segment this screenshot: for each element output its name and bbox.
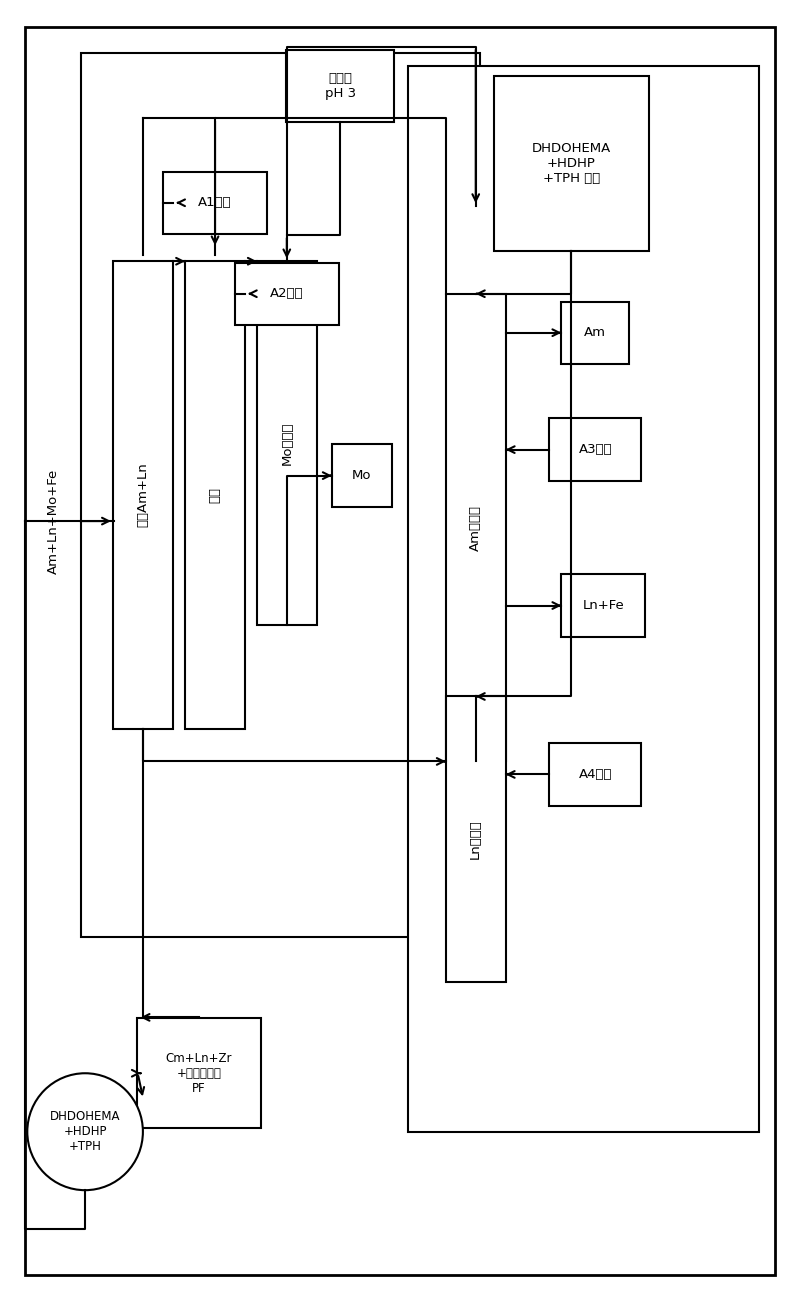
Text: A4水相: A4水相: [578, 768, 612, 781]
FancyBboxPatch shape: [286, 49, 394, 121]
FancyBboxPatch shape: [235, 263, 338, 326]
Text: DHDOHEMA
+HDHP
+TPH 纼化: DHDOHEMA +HDHP +TPH 纼化: [532, 142, 611, 185]
Text: Am: Am: [584, 327, 606, 340]
FancyBboxPatch shape: [562, 574, 645, 637]
FancyBboxPatch shape: [446, 294, 506, 762]
FancyBboxPatch shape: [114, 262, 173, 729]
Text: 洗涤: 洗涤: [209, 487, 222, 503]
FancyBboxPatch shape: [494, 76, 649, 251]
Text: 柠檬酸
pH 3: 柠檬酸 pH 3: [325, 72, 356, 100]
Text: Mo: Mo: [352, 469, 371, 482]
Text: A3水相: A3水相: [578, 443, 612, 456]
FancyBboxPatch shape: [562, 302, 630, 363]
FancyBboxPatch shape: [446, 697, 506, 982]
FancyBboxPatch shape: [163, 172, 267, 234]
Ellipse shape: [27, 1073, 143, 1190]
FancyBboxPatch shape: [550, 743, 641, 806]
FancyBboxPatch shape: [332, 444, 392, 506]
Text: A1水相: A1水相: [198, 197, 232, 210]
FancyBboxPatch shape: [408, 66, 758, 1131]
FancyBboxPatch shape: [138, 1018, 261, 1129]
Text: DHDOHEMA
+HDHP
+TPH: DHDOHEMA +HDHP +TPH: [50, 1111, 120, 1154]
FancyBboxPatch shape: [26, 27, 774, 1275]
Text: 萩取Am+Ln: 萩取Am+Ln: [137, 462, 150, 527]
FancyBboxPatch shape: [81, 53, 480, 937]
Text: Ln+Fe: Ln+Fe: [582, 599, 624, 612]
Text: A2水相: A2水相: [270, 288, 304, 301]
Text: Cm+Ln+Zr
+不可萩取的
PF: Cm+Ln+Zr +不可萩取的 PF: [166, 1052, 232, 1095]
Text: Am+Ln+Mo+Fe: Am+Ln+Mo+Fe: [46, 469, 60, 574]
FancyBboxPatch shape: [257, 262, 317, 625]
Text: Mo反萩取: Mo反萩取: [280, 422, 294, 465]
FancyBboxPatch shape: [185, 262, 245, 729]
Text: Ln反萩取: Ln反萩取: [470, 819, 482, 859]
Text: Am反萩取: Am反萩取: [470, 505, 482, 551]
FancyBboxPatch shape: [550, 418, 641, 480]
